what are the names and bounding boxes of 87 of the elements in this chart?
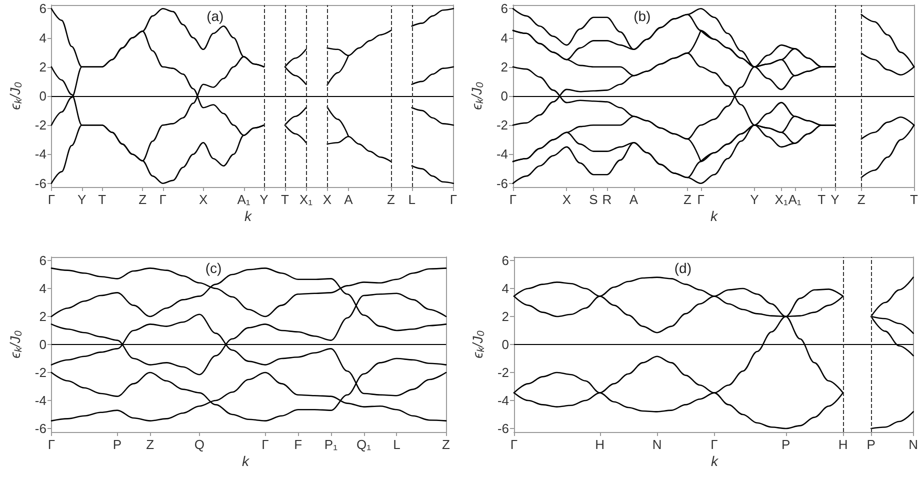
x-tick-label: A₁ bbox=[788, 192, 802, 207]
annotation: (d) bbox=[674, 260, 692, 276]
x-tick-label: T bbox=[910, 192, 918, 207]
x-tick-label: P bbox=[112, 437, 122, 452]
x-tick-label: P₁ bbox=[324, 437, 338, 452]
x-tick-label: Z bbox=[683, 192, 692, 207]
y-tick-label: -4 bbox=[34, 146, 46, 162]
annotation: (c) bbox=[205, 260, 222, 276]
x-tick-label: Γ bbox=[262, 437, 269, 452]
y-axis-title: ϵk/J0 bbox=[7, 82, 24, 110]
x-tick-label: L bbox=[408, 192, 416, 207]
annotation: (a) bbox=[206, 8, 224, 24]
x-tick-label: X bbox=[562, 192, 572, 207]
x-tick-label: Γ bbox=[159, 192, 166, 207]
x-tick-label: Y bbox=[77, 192, 86, 207]
y-tick-label: -2 bbox=[34, 365, 46, 380]
y-tick-label: 4 bbox=[500, 30, 508, 46]
x-tick-label: S bbox=[589, 192, 598, 207]
x-tick-label: T bbox=[818, 192, 826, 207]
x-tick-label: P bbox=[867, 437, 876, 452]
y-tick-label: 6 bbox=[500, 1, 508, 16]
y-tick-label: 2 bbox=[502, 309, 509, 324]
x-tick-label: X bbox=[198, 192, 208, 207]
x-tick-label: X₁ bbox=[299, 192, 314, 207]
x-tick-label: Z bbox=[138, 192, 147, 207]
y-tick-label: 0 bbox=[39, 337, 46, 352]
y-tick-label: 2 bbox=[39, 309, 46, 324]
x-tick-label: T bbox=[98, 192, 106, 207]
x-axis-title: k bbox=[244, 208, 252, 224]
y-axis-title: ϵk/J0 bbox=[470, 330, 488, 358]
x-tick-label: Z bbox=[387, 192, 396, 207]
y-tick-label: -2 bbox=[497, 365, 509, 380]
y-tick-label: 0 bbox=[502, 337, 509, 352]
y-tick-label: -6 bbox=[496, 176, 508, 191]
x-tick-label: Γ bbox=[48, 192, 56, 207]
y-tick-label: -4 bbox=[34, 393, 46, 408]
x-tick-label: Q₁ bbox=[356, 437, 372, 452]
y-tick-label: -2 bbox=[496, 118, 508, 133]
y-tick-label: 0 bbox=[39, 88, 46, 104]
x-tick-label: A bbox=[344, 192, 354, 207]
x-tick-label: R bbox=[602, 192, 612, 207]
x-tick-label: Y bbox=[260, 192, 269, 207]
x-tick-label: H bbox=[595, 437, 605, 452]
x-axis-title: k bbox=[242, 453, 250, 469]
x-tick-label: N bbox=[652, 437, 662, 452]
x-tick-label: Z bbox=[442, 437, 450, 452]
y-tick-label: 6 bbox=[39, 1, 46, 16]
x-tick-label: Γ bbox=[697, 192, 704, 207]
x-tick-label: Y bbox=[830, 192, 840, 207]
y-tick-label: 4 bbox=[39, 30, 46, 46]
x-tick-label: Γ bbox=[450, 192, 458, 207]
y-axis-title: ϵk/J0 bbox=[7, 330, 24, 358]
y-tick-label: 4 bbox=[39, 281, 46, 296]
y-tick-label: 0 bbox=[500, 88, 508, 104]
annotation: (b) bbox=[634, 8, 651, 24]
x-tick-label: X bbox=[323, 192, 332, 207]
y-tick-label: 6 bbox=[39, 253, 46, 268]
x-tick-label: Q bbox=[194, 437, 204, 452]
y-tick-label: 4 bbox=[502, 281, 509, 296]
x-tick-label: H bbox=[838, 437, 848, 452]
x-tick-label: T bbox=[280, 192, 289, 207]
x-tick-label: Y bbox=[750, 192, 760, 207]
y-tick-label: -4 bbox=[496, 146, 508, 162]
y-tick-label: 6 bbox=[502, 253, 509, 268]
x-axis-title: k bbox=[710, 208, 718, 224]
y-axis-title: ϵk/J0 bbox=[468, 82, 486, 110]
y-tick-label: -2 bbox=[34, 118, 46, 133]
x-tick-label: F bbox=[294, 437, 302, 452]
x-tick-label: P bbox=[781, 437, 790, 452]
x-tick-label: Γ bbox=[509, 192, 517, 207]
x-tick-label: Γ bbox=[48, 437, 56, 452]
y-tick-label: -4 bbox=[497, 393, 509, 408]
x-tick-label: Z bbox=[146, 437, 154, 452]
y-tick-label: -6 bbox=[34, 176, 46, 191]
x-tick-label: Γ bbox=[510, 437, 518, 452]
y-tick-label: -6 bbox=[497, 421, 509, 436]
x-tick-label: N bbox=[909, 437, 918, 452]
x-tick-label: A₁ bbox=[237, 192, 251, 207]
y-tick-label: -6 bbox=[34, 421, 46, 436]
x-tick-label: L bbox=[393, 437, 400, 452]
y-tick-label: 2 bbox=[39, 59, 46, 74]
x-tick-label: X₁ bbox=[774, 192, 788, 207]
x-axis-title: k bbox=[711, 453, 719, 469]
y-tick-label: 2 bbox=[500, 59, 508, 74]
x-tick-label: Z bbox=[856, 192, 865, 207]
x-tick-label: A bbox=[629, 192, 638, 207]
x-tick-label: Γ bbox=[710, 437, 718, 452]
